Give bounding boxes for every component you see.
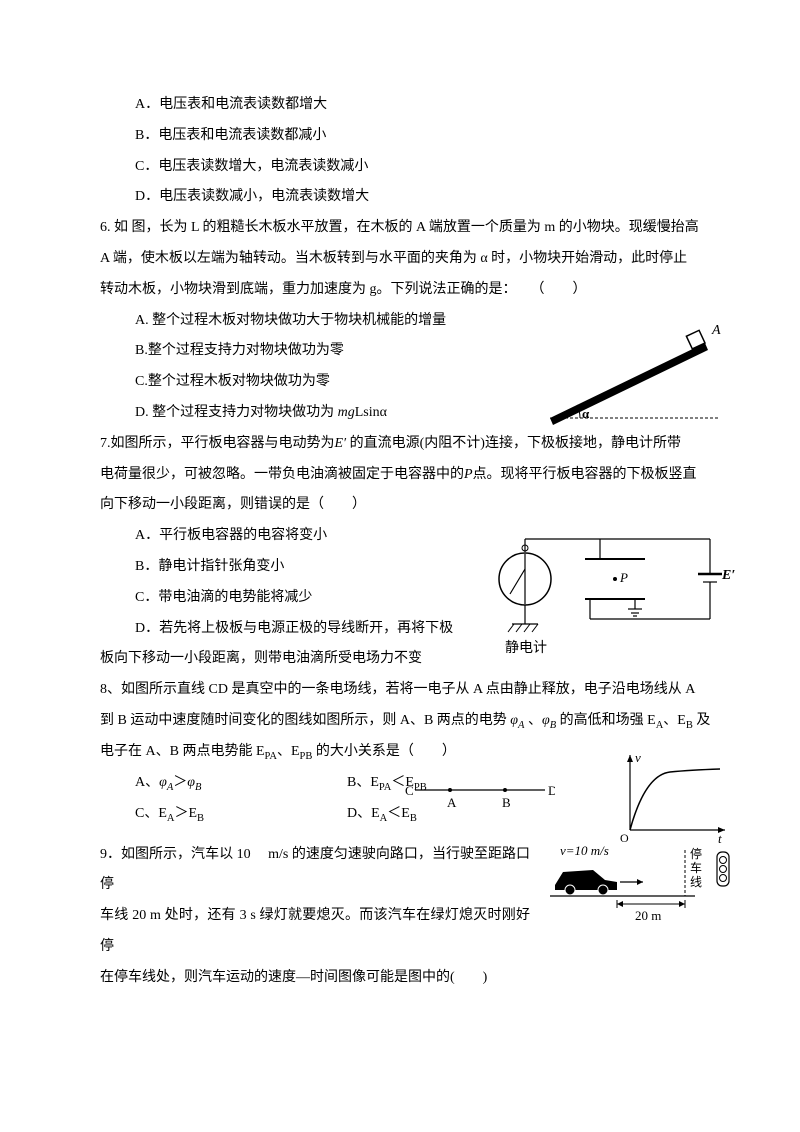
q7-s1-pre: 7.如图所示，平行板电容器与电动势为 — [100, 436, 335, 451]
q8-s3-post: 的大小关系是（ ） — [312, 744, 456, 759]
q8-stem-2: 到 B 运动中速度随时间变化的图线如图所示，则 A、B 两点的电势 φA 、φB… — [100, 706, 730, 737]
q8-s3-pre: 电子在 A、B 两点电势能 E — [100, 744, 265, 759]
q8-optA-subB: B — [195, 782, 201, 793]
q8: 8、如图所示直线 CD 是真空中的一条电场线，若将一电子从 A 点由静止释放，电… — [100, 675, 730, 829]
q8-optC-gt: ＞E — [174, 806, 197, 821]
q8-EPAsub: PA — [265, 751, 277, 762]
q7-fig-meter: 静电计 — [505, 640, 547, 656]
q8-optA-gt: ＞ — [173, 775, 187, 790]
q8-optA-phiB: φ — [187, 775, 195, 790]
q8-s2-post: 的高低和场强 E — [556, 713, 656, 728]
q7-stem-2: 电荷量很少，可被忽略。一带负电油滴被固定于电容器中的P点。现将平行板电容器的下极… — [100, 460, 730, 491]
q8-fl-B: B — [502, 795, 511, 810]
q6-fig-alpha: α — [582, 406, 590, 421]
q9-fig-stop2: 车 — [690, 860, 702, 875]
q8-s3-mid: 、E — [277, 744, 300, 759]
q7-fig-E: E′ — [721, 568, 735, 583]
q7: 7.如图所示，平行板电容器与电动势为E′ 的直流电源(内阻不计)连接，下极板接地… — [100, 429, 730, 675]
q8-optA: A、φA＞φB — [135, 768, 347, 799]
q8-phiB: φ — [542, 713, 550, 728]
q7-figure: E′ P 静电计 — [480, 524, 740, 664]
q5-optC: C．电压表读数增大，电流表读数减小 — [100, 152, 730, 183]
q8-optA-phiA: φ — [159, 775, 167, 790]
q6-optD-pre: D. 整个过程支持力对物块做功为 — [135, 405, 338, 420]
q7-s1-post: 的直流电源(内阻不计)连接，下极板接地，静电计所带 — [346, 436, 681, 451]
q6-optD-post: Lsinα — [355, 405, 387, 420]
q9-fig-dist: 20 m — [635, 908, 661, 923]
q9: 9．如图所示，汽车以 10 m/s 的速度匀速驶向路口，当行驶至距路口停 车线 … — [100, 840, 730, 994]
q6-stem-3: 转动木板，小物块滑到底端，重力加速度为 g。下列说法正确的是： （ ） — [100, 275, 730, 306]
q9-fig-v: v=10 m/s — [560, 843, 609, 858]
q5-options: A．电压表和电流表读数都增大 B．电压表和电流表读数都减小 C．电压表读数增大，… — [100, 90, 730, 213]
q8-optD-pre: D、E — [347, 806, 380, 821]
q8-sep: 、 — [524, 713, 542, 728]
q8-optC: C、EA＞EB — [135, 799, 347, 830]
q8-EBsub: B — [686, 720, 693, 731]
q8-stem-1: 8、如图所示直线 CD 是真空中的一条电场线，若将一电子从 A 点由静止释放，电… — [100, 675, 730, 706]
q8-phiA: φ — [510, 713, 518, 728]
q8-s2-post3: 及 — [693, 713, 711, 728]
q8-fig-vt: v t O — [610, 750, 730, 845]
q6-stem-2: A 端，使木板以左端为轴转动。当木板转到与水平面的夹角为 α 时，小物块开始滑动… — [100, 244, 730, 275]
q8-optC-s2: B — [197, 812, 204, 823]
q6-optD-var: mg — [338, 405, 355, 420]
q8-optC-pre: C、E — [135, 806, 167, 821]
q5-optD: D．电压表读数减小，电流表读数增大 — [100, 182, 730, 213]
q8-optB-s1: PA — [379, 782, 391, 793]
q9-figure: v=10 m/s 停 车 线 20 m — [545, 840, 745, 935]
q7-stem-3: 向下移动一小段距离，则错误的是（ ） — [100, 490, 730, 521]
q7-s1-E: E′ — [335, 436, 347, 451]
q5-optB: B．电压表和电流表读数都减小 — [100, 121, 730, 152]
q8-s2-pre: 到 B 运动中速度随时间变化的图线如图所示，则 A、B 两点的电势 — [100, 713, 510, 728]
q6: 6. 如 图，长为 L 的粗糙长木板水平放置，在木板的 A 端放置一个质量为 m… — [100, 213, 730, 429]
q6-stem-1: 6. 如 图，长为 L 的粗糙长木板水平放置，在木板的 A 端放置一个质量为 m… — [100, 213, 730, 244]
q6-fig-labelA: A — [711, 323, 721, 338]
q8-vt-y: v — [635, 750, 641, 765]
q8-EPBsub: PB — [300, 751, 313, 762]
q6-figure: A α — [540, 318, 730, 428]
q7-fig-P: P — [619, 570, 628, 585]
q8-fig-line: C D A B — [405, 775, 555, 815]
q8-fl-D: D — [548, 783, 555, 798]
q7-s2-post: 点。现将平行板电容器的下极板竖直 — [473, 467, 697, 482]
q7-stem-1: 7.如图所示，平行板电容器与电动势为E′ 的直流电源(内阻不计)连接，下极板接地… — [100, 429, 730, 460]
q7-s2-pre: 电荷量很少，可被忽略。一带负电油滴被固定于电容器中的 — [100, 467, 464, 482]
q8-fl-A: A — [447, 795, 457, 810]
q8-optA-pre: A、 — [135, 775, 159, 790]
q9-stem-3: 在停车线处，则汽车运动的速度—时间图像可能是图中的( ) — [100, 963, 730, 994]
q8-s2-post2: 、E — [663, 713, 686, 728]
q9-fig-stop1: 停 — [690, 846, 702, 861]
q8-fl-C: C — [405, 783, 414, 798]
q7-s2-P: P — [464, 467, 473, 482]
q8-optB-pre: B、E — [347, 775, 379, 790]
q5-optA: A．电压表和电流表读数都增大 — [100, 90, 730, 121]
q9-fig-stop3: 线 — [690, 875, 702, 889]
